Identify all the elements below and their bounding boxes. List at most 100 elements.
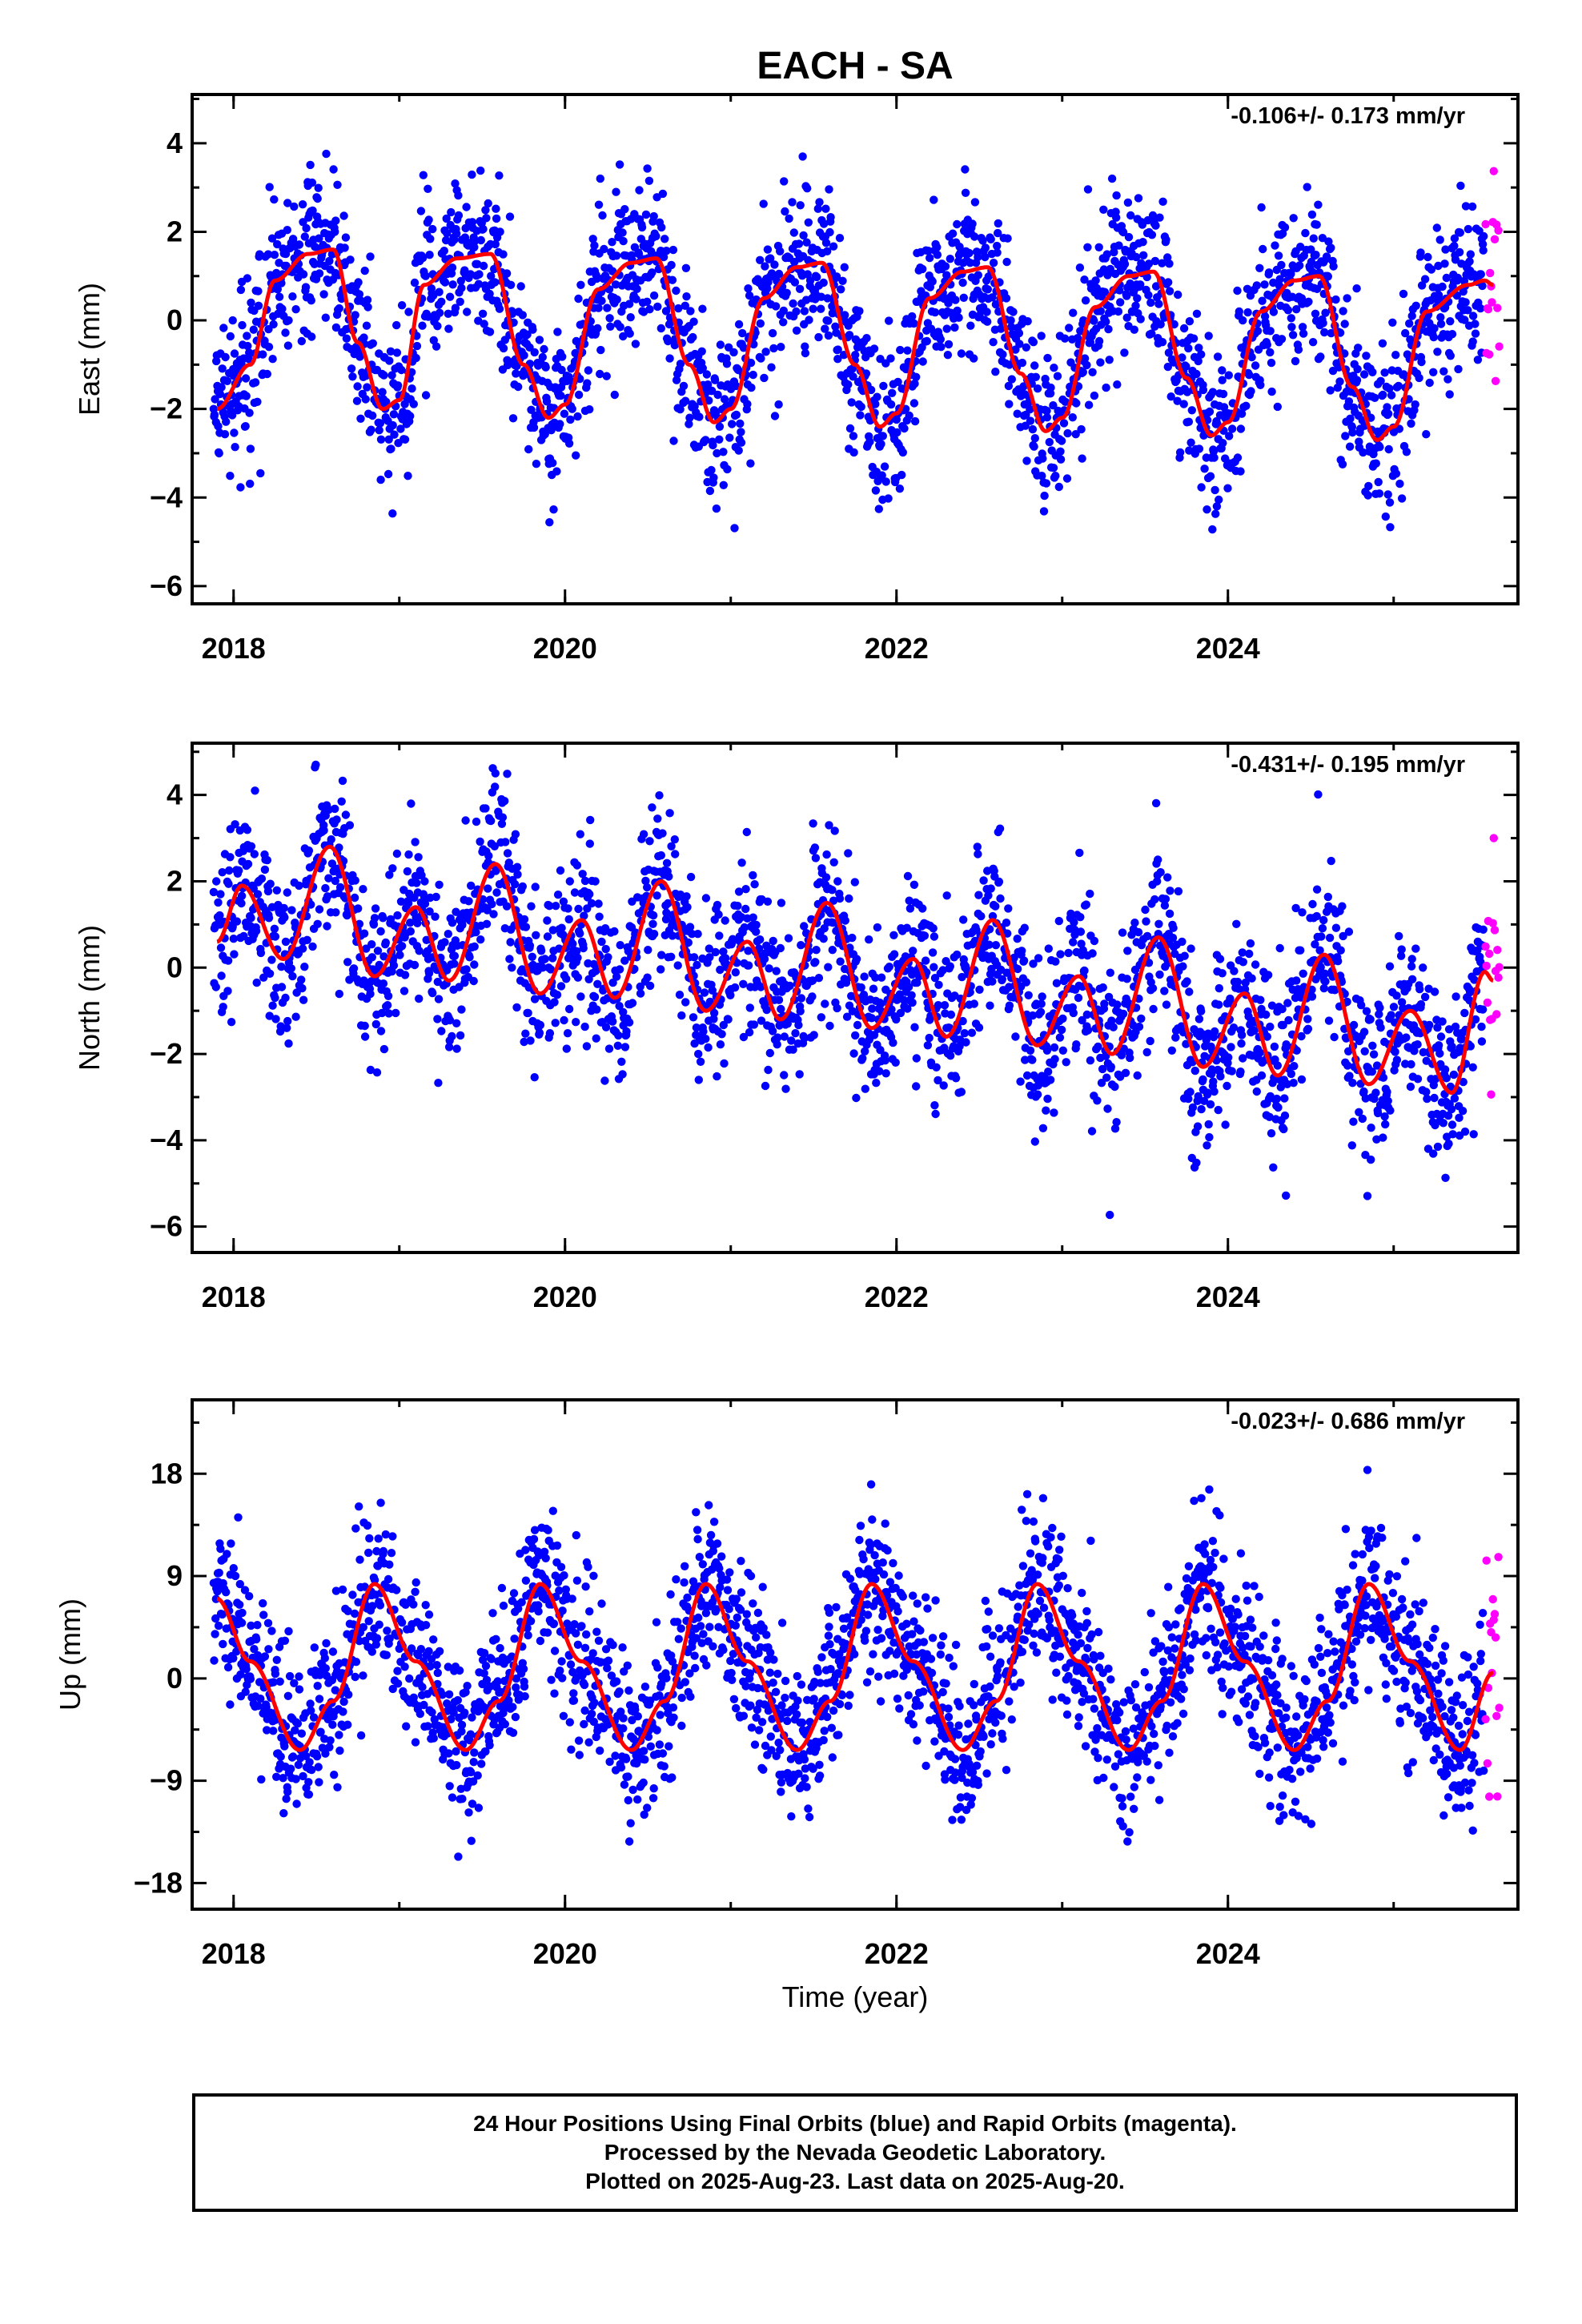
east-final-point: [291, 305, 300, 314]
east-final-point: [1174, 290, 1182, 300]
north-final-point: [1102, 1073, 1111, 1082]
north-final-point: [1155, 970, 1164, 979]
north-final-point: [774, 995, 784, 1004]
north-final-point: [1130, 919, 1139, 927]
east-final-point: [983, 285, 993, 294]
north-final-point: [503, 849, 512, 858]
north-final-point: [219, 1003, 227, 1011]
north-final-point: [711, 947, 720, 957]
east-final-point: [593, 324, 602, 333]
east-final-point: [857, 402, 865, 412]
north-final-point: [272, 886, 281, 895]
east-final-point: [1189, 334, 1199, 343]
east-final-point: [412, 353, 420, 363]
east-final-point: [502, 269, 512, 278]
north-final-point: [367, 940, 376, 949]
east-final-point: [1283, 306, 1293, 315]
north-final-point: [752, 920, 761, 930]
east-final-point: [1363, 491, 1372, 500]
east-final-point: [905, 411, 913, 420]
east-final-point: [833, 355, 842, 364]
east-final-point: [584, 366, 593, 375]
north-final-point: [400, 987, 409, 995]
north-final-point: [1227, 1067, 1236, 1076]
north-final-point: [268, 1001, 277, 1010]
east-final-point: [443, 228, 452, 238]
east-final-point: [348, 372, 357, 381]
east-final-point: [1476, 270, 1486, 279]
north-final-point: [335, 989, 343, 999]
north-final-point: [610, 927, 619, 936]
east-final-point: [1375, 443, 1384, 452]
east-final-point: [930, 195, 938, 204]
north-final-point: [481, 804, 490, 813]
north-final-point: [450, 959, 459, 968]
east-final-point: [881, 477, 890, 486]
east-final-point: [594, 304, 603, 312]
east-final-point: [1380, 368, 1389, 377]
north-final-point: [622, 1027, 631, 1036]
north-final-point: [1055, 1033, 1065, 1042]
north-final-point: [1042, 1046, 1052, 1055]
east-final-point: [1009, 308, 1018, 316]
north-final-point: [1369, 1050, 1379, 1059]
east-final-point: [1352, 284, 1361, 293]
north-final-point: [520, 915, 529, 924]
east-final-point: [777, 343, 785, 352]
north-final-point: [381, 938, 390, 947]
east-final-point: [307, 178, 317, 187]
east-final-point: [1165, 287, 1174, 296]
east-final-point: [478, 309, 488, 318]
north-final-point: [1224, 1053, 1233, 1062]
north-final-point: [469, 976, 478, 986]
north-final-point: [1062, 1058, 1070, 1067]
north-final-point: [601, 1023, 611, 1031]
east-final-point: [424, 184, 432, 193]
east-final-point: [1423, 252, 1432, 262]
east-final-point: [425, 251, 434, 259]
east-final-point: [1200, 464, 1209, 473]
east-final-point: [1436, 320, 1446, 328]
north-final-point: [1460, 1008, 1469, 1018]
north-final-point: [613, 1041, 622, 1051]
east-final-point: [1133, 294, 1142, 303]
east-final-point: [681, 396, 690, 405]
east-final-point: [719, 448, 728, 456]
north-final-point: [1069, 1008, 1078, 1018]
east-final-point: [1260, 280, 1269, 289]
north-final-point: [1368, 1041, 1377, 1051]
north-final-point: [540, 955, 549, 963]
east-final-point: [481, 206, 490, 215]
north-final-point: [1044, 944, 1054, 953]
north-final-point: [777, 899, 786, 907]
east-final-point: [895, 485, 905, 493]
north-final-point: [865, 935, 873, 944]
north-final-point: [861, 1084, 870, 1093]
east-final-point: [1090, 316, 1098, 325]
north-final-point: [1013, 935, 1022, 943]
east-final-point: [1215, 495, 1223, 505]
east-final-point: [384, 435, 393, 444]
north-final-point: [648, 911, 658, 920]
north-final-point: [1214, 1105, 1223, 1115]
east-final-point: [301, 283, 311, 292]
north-final-point: [643, 973, 652, 982]
east-final-point: [922, 336, 932, 346]
east-final-point: [877, 440, 885, 448]
east-final-point: [749, 370, 757, 380]
north-final-point: [1118, 1009, 1128, 1019]
east-final-point: [505, 212, 515, 221]
north-final-point: [1191, 1066, 1200, 1076]
north-final-point: [1468, 1063, 1477, 1072]
north-final-point: [1038, 992, 1046, 1001]
north-final-point: [1110, 1082, 1119, 1092]
east-rapid-point: [1495, 342, 1504, 351]
north-final-point: [1178, 962, 1187, 971]
north-final-point: [731, 968, 740, 977]
north-final-point: [1429, 1149, 1438, 1158]
north-final-point: [749, 1020, 759, 1029]
east-final-point: [347, 364, 356, 373]
east-final-point: [1319, 319, 1327, 328]
north-final-point: [1406, 1082, 1415, 1092]
east-final-point: [1005, 400, 1014, 408]
